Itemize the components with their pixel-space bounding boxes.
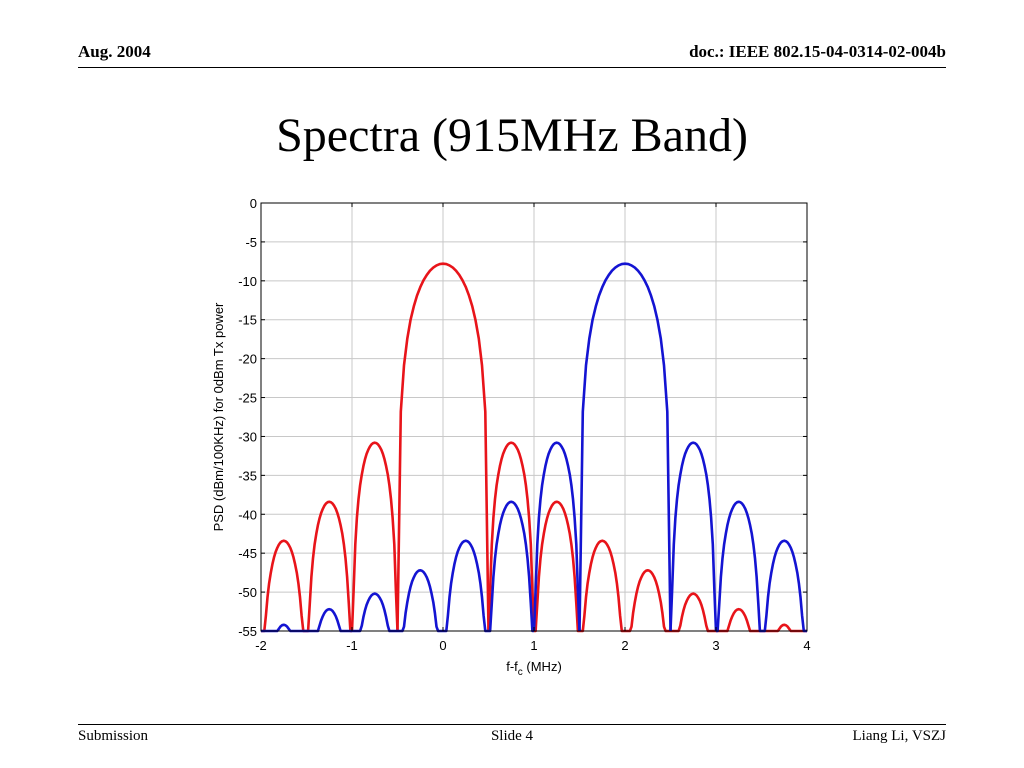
series-1 — [261, 262, 807, 633]
y-tick-label: -55 — [238, 624, 257, 639]
x-tick-label: 1 — [530, 638, 537, 653]
header-date: Aug. 2004 — [78, 42, 151, 61]
tick-marks — [260, 202, 808, 632]
y-tick-label: -10 — [238, 274, 257, 289]
x-tick-label: -2 — [255, 638, 267, 653]
spectrum-lobe — [488, 500, 534, 633]
slide-title: Spectra (915MHz Band) — [276, 109, 748, 162]
header-doc-id: doc.: IEEE 802.15-04-0314-02-004b — [689, 42, 946, 61]
y-tick-label: 0 — [250, 196, 257, 211]
footer-submission: Submission — [78, 728, 149, 744]
y-tick-label: -25 — [238, 391, 257, 406]
y-tick-label: -15 — [238, 313, 257, 328]
tick-labels: -2 -1 0 1 2 3 40-5-10-15-20-25-30-35-40-45-50-… — [238, 196, 810, 653]
grid-lines — [261, 203, 807, 631]
footer-author: Liang Li, VSZJ — [852, 728, 946, 744]
footer-divider — [78, 724, 946, 725]
x-tick-label: 0 — [439, 638, 446, 653]
x-axis-label-tail: (MHz) — [523, 659, 562, 674]
y-tick-label: -35 — [238, 468, 257, 483]
x-tick-label: 2 — [621, 638, 628, 653]
x-axis-label-sub: c — [518, 667, 523, 678]
spectrum-lobe — [306, 500, 352, 633]
x-tick-label: -1 — [346, 638, 358, 653]
spectrum-lobe — [669, 441, 718, 632]
y-axis-label: PSD (dBm/100KHz) for 0dBm Tx power — [211, 302, 226, 531]
spectrum-lobe — [443, 539, 489, 633]
x-tick-label: 4 — [803, 638, 810, 653]
spectrum-lobe — [487, 441, 536, 632]
spectrum-lobe — [534, 500, 580, 633]
spectrum-lobe — [532, 441, 581, 632]
spectrum-lobe — [579, 539, 625, 633]
y-tick-label: -5 — [245, 235, 257, 250]
y-tick-label: -45 — [238, 546, 257, 561]
y-tick-label: -50 — [238, 585, 257, 600]
spectrum-lobe — [716, 500, 762, 633]
series-layer — [261, 262, 807, 633]
spectrum-lobe — [261, 539, 307, 633]
x-tick-label: 3 — [712, 638, 719, 653]
spectrum-lobe — [396, 262, 490, 632]
x-axis-label-main: f-f — [506, 659, 518, 674]
spectrum-lobe — [578, 262, 672, 632]
header-divider — [78, 67, 946, 68]
y-tick-label: -20 — [238, 352, 257, 367]
y-tick-label: -40 — [238, 507, 257, 522]
x-axis-label: f-fc (MHz) — [506, 659, 562, 678]
y-tick-label: -30 — [238, 429, 257, 444]
spectrum-lobe — [350, 441, 399, 632]
spectrum-lobe — [761, 539, 807, 633]
footer-slide-number: Slide 4 — [490, 728, 534, 744]
spectrum-lobe — [397, 568, 443, 633]
spectrum-lobe — [625, 568, 671, 633]
